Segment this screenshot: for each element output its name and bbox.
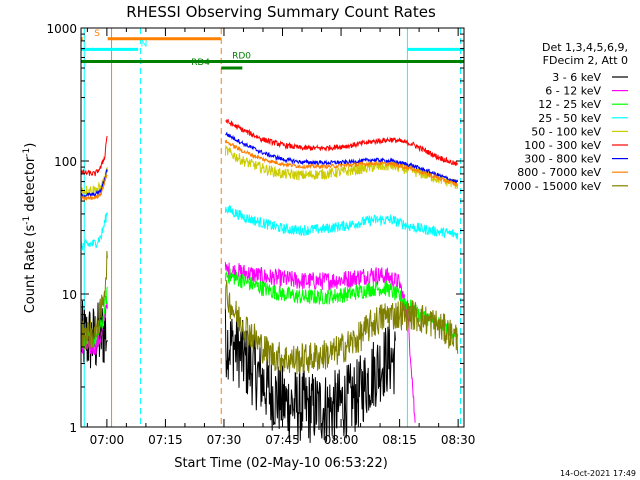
legend-entry-label: 6 - 12 keV (545, 85, 601, 98)
x-tick-label: 07:15 (148, 433, 183, 447)
series-line-segment-0 (80, 169, 108, 199)
series-line-segment-1 (224, 308, 396, 443)
series-line-segment-0 (80, 135, 108, 177)
legend-entry-label: 300 - 800 keV (524, 153, 601, 166)
y-tick-label: 10 (62, 288, 77, 302)
series-300-800-kev (80, 131, 459, 199)
legend-entry-label: 3 - 6 keV (552, 71, 601, 84)
flag-rd0: RD0 (81, 51, 464, 63)
series-800-7000-kev (80, 139, 459, 202)
x-axis-label: Start Time (02-May-10 06:53:22) (174, 456, 388, 471)
series-line-segment-1 (224, 145, 459, 189)
y-tick-label: 1000 (46, 22, 77, 36)
series-line-segment-1 (224, 262, 416, 423)
series-line-segment-0 (80, 250, 108, 350)
series-line-segment-0 (80, 173, 108, 202)
series-line-segment-1 (224, 139, 459, 187)
x-tick-label: 08:30 (441, 433, 476, 447)
series-line-segment-1 (225, 119, 459, 166)
y-tick-label: 1 (69, 421, 77, 435)
y-axis-label: Count Rate (s-1 detector-1) (22, 143, 38, 314)
series-line-segment-1 (224, 279, 459, 375)
flag-n: N (81, 39, 464, 51)
series-line-segment-1 (224, 268, 459, 340)
generation-timestamp: 14-Oct-2021 17:49 (560, 469, 636, 478)
series-line-segment-0 (80, 212, 108, 251)
flag-label: RD0 (232, 51, 251, 61)
flag-s: S (81, 29, 221, 41)
legend-header-line: FDecim 2, Att 0 (543, 54, 628, 67)
x-tick-label: 07:00 (90, 433, 125, 447)
x-tick-label: 07:30 (207, 433, 242, 447)
chart-title: RHESSI Observing Summary Count Rates (126, 3, 436, 21)
series-7000-15000-kev (80, 250, 459, 375)
flag-label: RD4 (191, 58, 210, 68)
x-tick-label: 07:45 (265, 433, 300, 447)
axis-ticks: 07:00 07:15 07:30 07:45 08:00 08:15 08:30 1 10 10… (46, 22, 475, 447)
legend-entry-label: 25 - 50 keV (538, 112, 601, 125)
legend-entry-label: 800 - 7000 keV (517, 166, 601, 179)
series-25-50-kev (80, 205, 459, 251)
y-tick-label: 100 (54, 155, 77, 169)
series-line-segment-1 (225, 131, 459, 184)
flag-label: N (141, 39, 148, 49)
legend-entry-label: 7000 - 15000 keV (503, 180, 601, 193)
flag-rd4: RD4 (191, 58, 243, 70)
data-series (80, 119, 459, 443)
flag-label: S (94, 29, 100, 39)
series-line-segment-0 (80, 167, 108, 196)
legend-entry-label: 12 - 25 keV (538, 98, 601, 111)
x-tick-label: 08:00 (324, 433, 359, 447)
legend-header-line: Det 1,3,4,5,6,9, (542, 41, 628, 54)
plot-frame (80, 27, 465, 428)
legend-entry-label: 100 - 300 keV (524, 139, 601, 152)
series-100-300-kev (80, 119, 459, 177)
legend: Det 1,3,4,5,6,9,FDecim 2, Att 0 3 - 6 keV… (503, 41, 628, 193)
legend-entry-label: 50 - 100 keV (531, 125, 601, 138)
series-6-12-kev (80, 262, 416, 423)
series-50-100-kev (80, 145, 459, 196)
status-flag-bars: S N RD0 RD4 (81, 29, 464, 70)
x-tick-label: 08:15 (382, 433, 417, 447)
series-line-segment-1 (224, 205, 459, 240)
